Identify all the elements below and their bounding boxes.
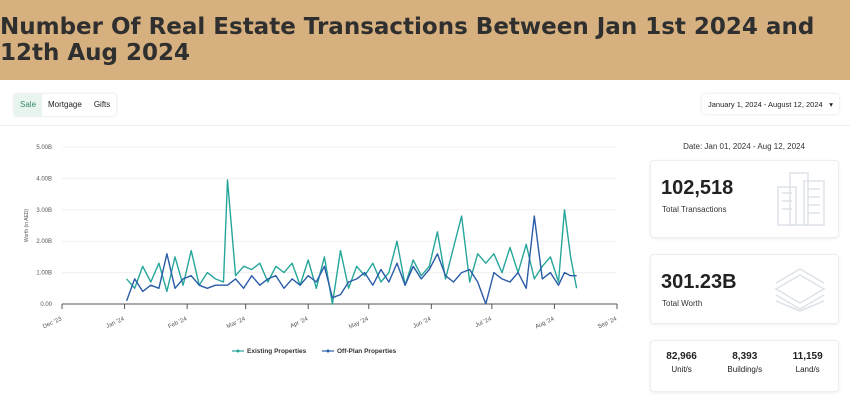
- x-tick-label: Apr '24: [289, 316, 309, 330]
- property-breakdown-card: 82,966 Unit/s 8,393 Building/s 11,159 Land/…: [650, 340, 839, 392]
- header-banner: Number Of Real Estate Transactions Betwe…: [0, 0, 850, 80]
- buildings-icon: [777, 172, 825, 226]
- transaction-type-tabs: Sale Mortgage Gifts: [14, 94, 116, 116]
- series-line-existing: [126, 179, 578, 305]
- x-tick-label: Dec '23: [42, 316, 63, 330]
- legend-label: Off-Plan Properties: [337, 348, 397, 355]
- tab-mortgage[interactable]: Mortgage: [48, 100, 82, 109]
- y-tick-label: 0.00: [40, 302, 52, 308]
- x-tick-label: Jan '24: [105, 316, 126, 330]
- x-tick-label: Sep '24: [597, 316, 618, 330]
- buildings-stat: 8,393 Building/s: [727, 351, 762, 374]
- y-tick-label: 4.00B: [36, 176, 52, 182]
- units-value: 82,966: [666, 351, 697, 362]
- buildings-value: 8,393: [732, 351, 758, 362]
- money-stack-icon: [774, 268, 826, 312]
- x-tick-label: Jul '24: [475, 316, 494, 329]
- legend-label: Existing Properties: [247, 348, 307, 355]
- page-title: Number Of Real Estate Transactions Betwe…: [0, 14, 815, 66]
- y-tick-label: 1.00B: [36, 271, 52, 277]
- legend-marker: [326, 349, 330, 353]
- total-transactions-value: 102,518: [661, 177, 734, 199]
- lands-value: 11,159: [792, 351, 823, 362]
- total-transactions-card: 102,518 Total Transactions: [650, 160, 839, 238]
- x-tick-label: Jun '24: [412, 316, 433, 330]
- x-tick-label: May '24: [348, 316, 370, 331]
- x-tick-label: Aug '24: [534, 316, 555, 330]
- date-range-select[interactable]: January 1, 2024 - August 12, 2024 ▾: [702, 94, 839, 114]
- total-worth-label: Total Worth: [662, 299, 703, 308]
- line-chart: 0.00 1.00B 2.00B 3.00B 4.00B 5.00B Dec '23 Jan …: [24, 145, 618, 355]
- summary-date-label: Date: Jan 01, 2024 - Aug 12, 2024: [683, 142, 805, 151]
- total-transactions-label: Total Transactions: [662, 205, 727, 214]
- y-axis-label: Worth (in AED): [24, 209, 30, 243]
- y-tick-label: 2.00B: [36, 239, 52, 245]
- total-worth-card: 301.23B Total Worth: [650, 254, 839, 324]
- worth-chart: 0.00 1.00B 2.00B 3.00B 4.00B 5.00B Dec '23 Jan …: [0, 130, 640, 400]
- lands-stat: 11,159 Land/s: [793, 351, 823, 374]
- series-line-off-plan: [125, 215, 577, 305]
- tab-sale[interactable]: Sale: [14, 94, 43, 116]
- x-tick-label: Mar '24: [226, 316, 247, 330]
- divider: [0, 125, 850, 126]
- tab-gifts[interactable]: Gifts: [93, 100, 111, 109]
- y-tick-label: 5.00B: [36, 145, 52, 151]
- y-tick-label: 3.00B: [36, 208, 52, 214]
- buildings-label: Building/s: [727, 365, 763, 374]
- lands-label: Land/s: [795, 365, 820, 374]
- units-label: Unit/s: [671, 365, 692, 374]
- caret-down-icon: ▾: [829, 99, 833, 109]
- legend-marker: [236, 349, 240, 353]
- x-tick-label: Feb '24: [167, 316, 188, 330]
- units-stat: 82,966 Unit/s: [666, 351, 697, 374]
- total-worth-value: 301.23B: [661, 271, 737, 293]
- date-range-value: January 1, 2024 - August 12, 2024: [708, 99, 823, 109]
